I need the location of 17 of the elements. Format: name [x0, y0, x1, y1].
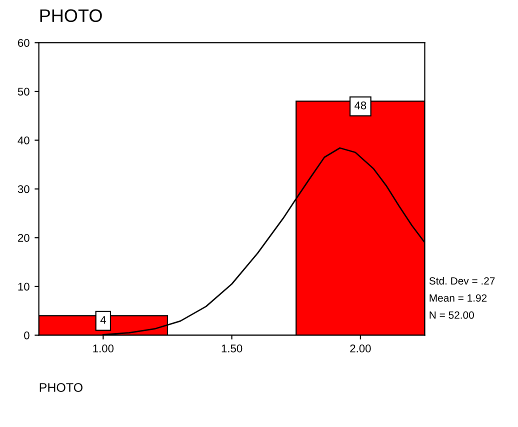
y-tick-label: 50: [18, 88, 30, 96]
text: N = 52.00: [430, 311, 474, 319]
y-tick-label: 20: [18, 234, 30, 242]
x-tick-label: 2.00: [350, 344, 371, 352]
y-tick-label: 0: [24, 331, 30, 340]
x-tick-label: 1.00: [93, 344, 114, 352]
y-tick-label: 30: [18, 185, 30, 194]
x-axis-title: PHOTO: [40, 383, 82, 392]
text: Mean = 1.92: [430, 294, 487, 302]
data-label: 4: [100, 316, 106, 324]
chart-title: PHOTO: [40, 9, 102, 22]
text: Std. Dev = .27: [429, 276, 495, 285]
y-tick-label: 60: [18, 38, 30, 47]
y-tick-label: 40: [18, 136, 30, 144]
data-label: 48: [354, 101, 366, 110]
y-tick-label: 10: [18, 282, 30, 291]
x-tick-label: 1.50: [222, 344, 242, 352]
